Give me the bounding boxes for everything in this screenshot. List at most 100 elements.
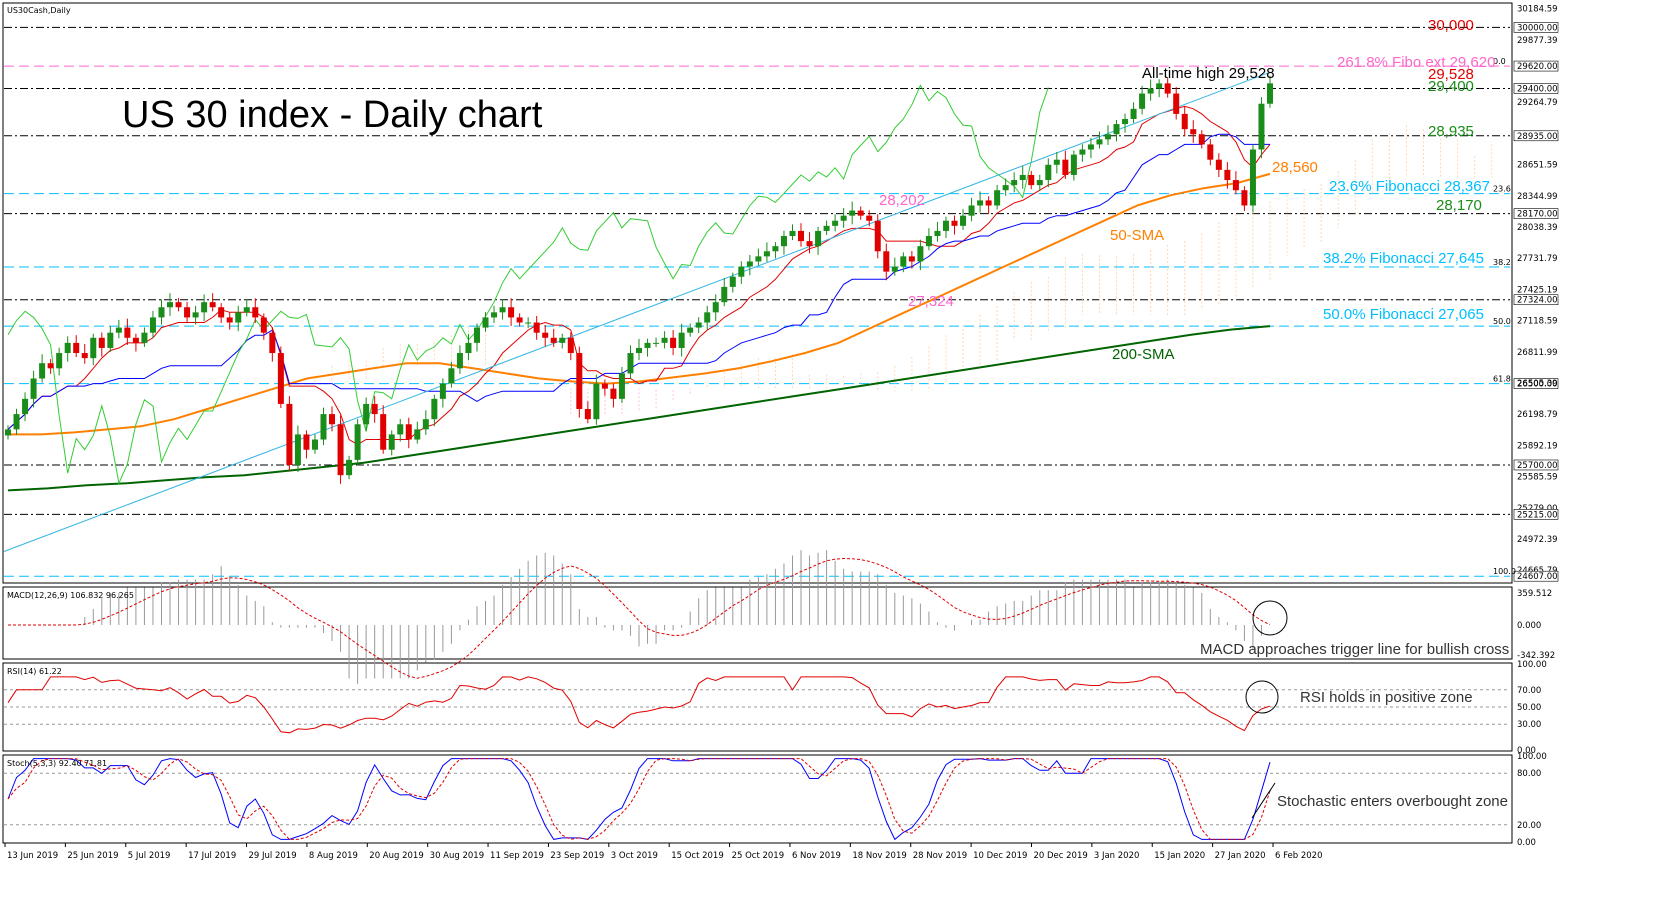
candle-body bbox=[925, 236, 932, 247]
price-tag-box bbox=[1513, 83, 1559, 94]
candle-body bbox=[337, 424, 344, 476]
date-axis: 13 Jun 2019 25 Jun 2019 5 Jul 2019 17 Jul 2… bbox=[4, 843, 1323, 861]
candle-body bbox=[1249, 149, 1256, 206]
candle-body bbox=[738, 266, 745, 277]
candle-body bbox=[448, 368, 455, 384]
candle-body bbox=[260, 317, 267, 333]
candle-body bbox=[849, 210, 856, 216]
candle-body bbox=[900, 256, 907, 267]
price-tick: 28344.99 bbox=[1517, 192, 1558, 202]
candle-body bbox=[252, 307, 259, 318]
candle-body bbox=[81, 353, 88, 359]
stoch-k-line bbox=[7, 758, 1271, 841]
rsi-tick: 30.00 bbox=[1517, 720, 1541, 730]
candle-body bbox=[39, 363, 46, 379]
ann-27324: 27,324 bbox=[908, 293, 954, 310]
candle-body bbox=[1190, 129, 1197, 135]
candle-body bbox=[1113, 124, 1120, 135]
candle-body bbox=[516, 317, 523, 323]
ichimoku-cloud bbox=[314, 125, 1493, 415]
stoch-label: Stoch(5,3,3) 92.40 71.81 bbox=[7, 759, 107, 768]
candle-body bbox=[158, 307, 165, 318]
candle-body bbox=[942, 220, 949, 231]
rsi-note: RSI holds in positive zone bbox=[1300, 689, 1473, 706]
ann-ath: All-time high 29,528 bbox=[1142, 65, 1275, 82]
macd-note: MACD approaches trigger line for bullish… bbox=[1200, 641, 1509, 658]
candle-body bbox=[1045, 164, 1052, 181]
candle-body bbox=[243, 307, 250, 313]
price-tick: 26198.79 bbox=[1517, 410, 1558, 420]
candle-body bbox=[525, 322, 532, 324]
price-tag-box bbox=[1513, 22, 1559, 33]
candle-body bbox=[269, 332, 276, 354]
macd-tick: 0.000 bbox=[1517, 621, 1541, 631]
candle-body bbox=[559, 337, 566, 343]
candle-body bbox=[1258, 103, 1265, 150]
candle-body bbox=[1181, 113, 1188, 130]
candle-body bbox=[601, 383, 608, 389]
candle-body bbox=[473, 327, 480, 343]
candle-body bbox=[175, 302, 182, 308]
candle-body bbox=[371, 403, 378, 415]
candle-body bbox=[465, 342, 472, 354]
price-tick: 25585.59 bbox=[1517, 473, 1558, 483]
fibo-tag: 23.6 bbox=[1493, 185, 1511, 194]
price-tag-box bbox=[1513, 130, 1559, 142]
candle-body bbox=[1173, 93, 1180, 114]
candle-body bbox=[1062, 159, 1069, 175]
candle-body bbox=[815, 230, 822, 247]
fibo-tag: 50.0 bbox=[1493, 317, 1511, 326]
candle-body bbox=[380, 414, 387, 450]
candle-body bbox=[678, 332, 685, 348]
candle-body bbox=[141, 332, 148, 343]
price-tick: 25279.00 bbox=[1517, 504, 1558, 514]
candle-body bbox=[508, 307, 515, 318]
candle-body bbox=[167, 302, 174, 308]
macd-tick: 359.512 bbox=[1517, 589, 1552, 599]
candle-body bbox=[1122, 118, 1129, 125]
candle-body bbox=[712, 302, 719, 313]
date-tick: 18 Nov 2019 bbox=[852, 851, 906, 861]
price-tick: 28651.59 bbox=[1517, 161, 1558, 171]
candle-body bbox=[670, 337, 677, 348]
price-tick: 26505.39 bbox=[1517, 379, 1558, 389]
candle-body bbox=[90, 337, 97, 359]
sma200-line bbox=[7, 325, 1271, 492]
ann-fibo-ext: 261.8% Fibo ext 29,620 bbox=[1337, 54, 1495, 71]
candle-body bbox=[661, 337, 668, 343]
candle-body bbox=[439, 383, 446, 399]
price-tick: 25700.00 bbox=[1517, 461, 1558, 471]
price-tick: 25215.00 bbox=[1517, 510, 1558, 520]
candle-body bbox=[98, 337, 105, 348]
macd-signal-line bbox=[8, 557, 1271, 679]
candle-body bbox=[303, 434, 310, 450]
candle-body bbox=[56, 353, 63, 369]
candle-body bbox=[388, 434, 395, 450]
price-tick: 29877.39 bbox=[1517, 36, 1558, 46]
price-tick: 24607.00 bbox=[1517, 572, 1558, 582]
candle-body bbox=[30, 378, 37, 399]
candle-body bbox=[1232, 180, 1239, 191]
main-price-panel bbox=[2, 2, 1513, 584]
candle-body bbox=[1156, 83, 1163, 89]
candle-body bbox=[789, 230, 796, 237]
candle-body bbox=[277, 353, 284, 404]
candle-body bbox=[644, 342, 651, 348]
candle-body bbox=[1241, 190, 1248, 206]
price-tick: 27118.59 bbox=[1517, 317, 1558, 327]
price-tag-box bbox=[1513, 459, 1559, 471]
candle-body bbox=[218, 307, 225, 318]
stoch-tick: 80.00 bbox=[1517, 769, 1541, 779]
stoch-tick: 0.00 bbox=[1517, 838, 1536, 848]
date-tick: 29 Jul 2019 bbox=[249, 851, 297, 861]
candle-body bbox=[491, 312, 498, 318]
date-tick: 25 Oct 2019 bbox=[732, 851, 785, 861]
candle-body bbox=[908, 256, 915, 262]
candle-body bbox=[1164, 83, 1171, 94]
macd-panel bbox=[2, 586, 1513, 660]
date-tick: 3 Jan 2020 bbox=[1094, 851, 1140, 861]
candle-body bbox=[960, 215, 967, 226]
candle-body bbox=[874, 220, 881, 252]
candle-body bbox=[610, 388, 617, 399]
